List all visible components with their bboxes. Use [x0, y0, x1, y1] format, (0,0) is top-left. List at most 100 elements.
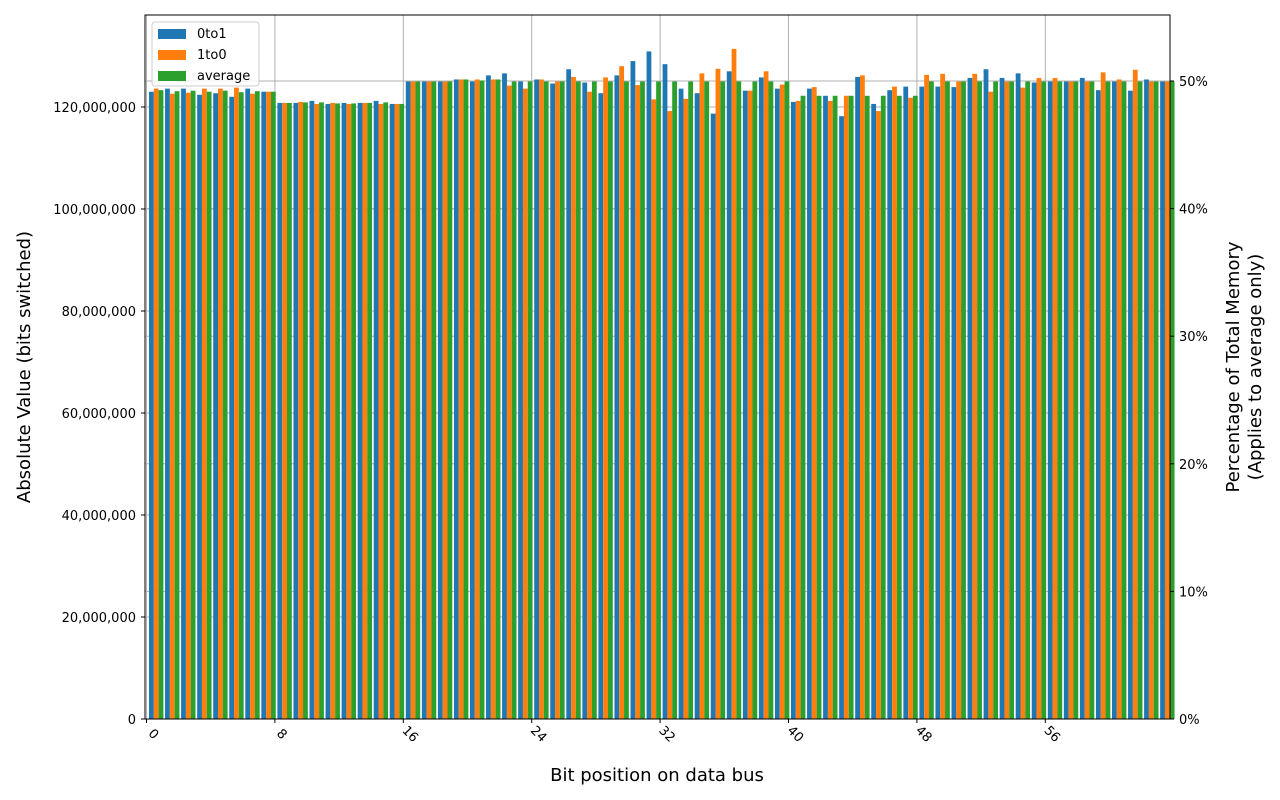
bar-1to0-45: [876, 111, 881, 719]
bar-1to0-13: [362, 102, 368, 720]
bar-average-21: [495, 79, 501, 719]
bar-average-48: [929, 81, 934, 719]
bar-1to0-61: [1132, 69, 1138, 719]
bar-average-11: [335, 103, 340, 720]
bar-0to1-33: [678, 88, 684, 719]
bar-1to0-60: [1116, 79, 1122, 719]
bar-1to0-58: [1084, 81, 1090, 719]
bar-average-15: [399, 103, 405, 719]
x-tick-label: 48: [912, 723, 934, 745]
bar-average-53: [1009, 81, 1015, 719]
bar-1to0-62: [1148, 81, 1154, 719]
bar-average-57: [1073, 81, 1079, 719]
bar-average-29: [624, 81, 629, 719]
bar-1to0-31: [651, 99, 657, 720]
bar-1to0-21: [490, 79, 496, 719]
y-tick-label: 80,000,000: [62, 305, 136, 320]
bar-1to0-49: [940, 73, 946, 720]
bar-0to1-29: [614, 75, 620, 719]
bar-average-61: [1137, 81, 1143, 719]
bar-average-34: [704, 81, 710, 719]
legend-label-average: average: [197, 69, 250, 84]
bar-average-62: [1153, 81, 1159, 719]
bar-1to0-11: [330, 102, 336, 720]
bar-0to1-8: [277, 102, 283, 720]
bar-0to1-46: [887, 90, 893, 720]
bar-1to0-47: [908, 97, 913, 719]
bar-series: [149, 48, 1175, 720]
bar-1to0-52: [988, 91, 994, 719]
bar-0to1-18: [437, 81, 443, 719]
y2-tick-label: 10%: [1179, 585, 1208, 600]
y2-tick-label: 20%: [1179, 458, 1208, 473]
bar-1to0-46: [892, 86, 897, 720]
bar-0to1-6: [245, 88, 251, 719]
legend: 0to1 1to0 average: [151, 21, 260, 87]
legend-swatch-0to1: [158, 29, 186, 39]
bar-0to1-25: [550, 83, 556, 720]
bar-1to0-51: [972, 73, 978, 720]
bar-0to1-10: [309, 100, 315, 719]
bar-1to0-28: [603, 77, 608, 720]
bar-average-50: [961, 81, 966, 719]
bar-1to0-9: [298, 101, 304, 719]
bar-average-45: [880, 95, 886, 719]
bar-0to1-31: [646, 51, 652, 720]
bar-average-43: [848, 95, 854, 719]
bar-0to1-47: [903, 86, 909, 720]
x-tick-label: 16: [399, 723, 421, 745]
bar-average-59: [1105, 81, 1111, 719]
bar-1to0-6: [250, 93, 255, 720]
bar-average-47: [912, 95, 918, 719]
bar-1to0-27: [587, 91, 592, 719]
bar-average-42: [832, 95, 838, 719]
bar-1to0-39: [779, 84, 785, 719]
bar-0to1-22: [502, 73, 507, 720]
bar-average-40: [800, 95, 806, 719]
bar-0to1-40: [791, 101, 796, 719]
bar-average-36: [736, 81, 742, 719]
legend-label-1to0: 1to0: [197, 48, 227, 63]
y2-tick-label: 50%: [1179, 75, 1208, 90]
bar-average-19: [463, 79, 469, 719]
bar-1to0-18: [442, 81, 448, 719]
bar-average-51: [977, 81, 982, 719]
y-axis-title: Absolute Value (bits switched): [14, 231, 35, 503]
bar-1to0-10: [314, 103, 320, 719]
bar-1to0-55: [1036, 77, 1042, 720]
bar-average-35: [720, 81, 726, 719]
bar-0to1-41: [807, 88, 812, 719]
bar-1to0-38: [763, 71, 769, 720]
bar-average-49: [945, 81, 950, 719]
bar-1to0-63: [1164, 81, 1170, 719]
y-tick-label: 120,000,000: [53, 101, 136, 116]
bar-1to0-14: [378, 103, 384, 719]
bar-0to1-16: [405, 81, 411, 719]
bar-1to0-1: [169, 93, 175, 720]
bar-0to1-44: [855, 76, 860, 719]
bar-0to1-17: [421, 81, 427, 719]
y-tick-label: 0: [128, 713, 136, 728]
bar-1to0-23: [522, 88, 528, 719]
bar-1to0-12: [346, 103, 352, 719]
x-tick-label: 0: [145, 726, 161, 742]
bar-1to0-24: [539, 79, 544, 719]
bar-average-2: [190, 90, 196, 720]
legend-label-0to1: 0to1: [197, 27, 227, 42]
bar-0to1-2: [181, 88, 186, 719]
bar-1to0-33: [683, 98, 689, 720]
bar-average-20: [479, 80, 485, 720]
x-axis-title: Bit position on data bus: [550, 765, 764, 786]
bar-1to0-56: [1052, 77, 1058, 720]
bar-0to1-62: [1144, 79, 1149, 719]
x-tick-label: 40: [784, 723, 806, 745]
bar-0to1-4: [213, 93, 218, 720]
bar-average-46: [896, 95, 902, 719]
bar-0to1-7: [261, 91, 267, 719]
bar-1to0-53: [1004, 81, 1010, 719]
bar-0to1-11: [325, 103, 331, 719]
bar-0to1-1: [165, 88, 170, 719]
x-tick-label: 24: [527, 723, 549, 745]
bar-average-44: [864, 95, 870, 719]
bar-average-5: [238, 92, 244, 719]
